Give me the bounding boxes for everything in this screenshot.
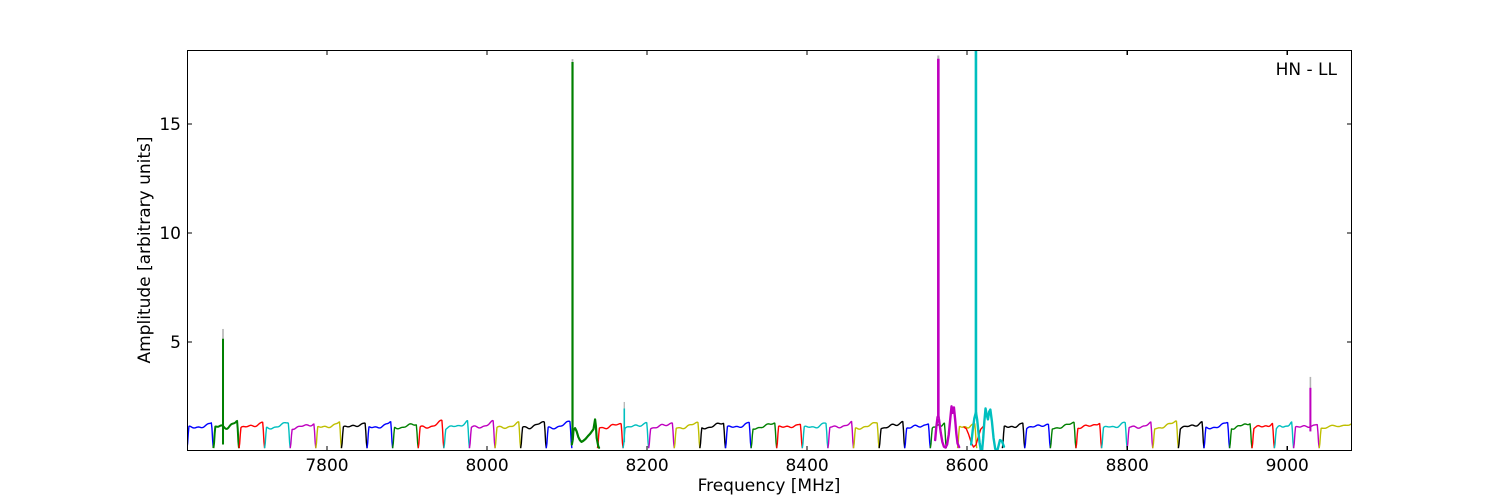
- x-tick-label: 8600: [945, 456, 988, 476]
- y-tick-label: 5: [170, 333, 181, 353]
- x-tick-label: 8200: [625, 456, 668, 476]
- subband-curve: [1049, 421, 1077, 449]
- subband-curve: [391, 423, 419, 449]
- subband-curve: [1001, 422, 1026, 449]
- subband-curve-noisy: [570, 418, 601, 449]
- subband-curve: [801, 422, 829, 449]
- subband-curve: [1273, 421, 1295, 449]
- subband-curve: [929, 422, 948, 449]
- x-tick-label: 7800: [305, 456, 348, 476]
- subband-curve: [827, 420, 855, 449]
- subband-curve: [750, 422, 778, 449]
- subband-curve: [1177, 421, 1205, 449]
- plot-border: [186, 49, 1353, 452]
- subband-curve: [699, 422, 727, 449]
- subband-curve: [187, 422, 214, 449]
- subband-curve: [647, 422, 675, 449]
- subband-curve-noisy: [969, 407, 1006, 451]
- subband-curve: [417, 419, 445, 449]
- subband-curve: [1075, 422, 1103, 449]
- x-tick-label: 8000: [465, 456, 508, 476]
- y-tick-label: 10: [159, 224, 181, 244]
- subband-curve: [904, 423, 932, 449]
- subband-curve: [340, 422, 368, 449]
- subband-curve: [315, 421, 343, 449]
- subband-curve: [494, 421, 522, 449]
- subband-curve: [1024, 423, 1052, 449]
- subband-curve: [673, 421, 701, 449]
- x-tick-label: 9000: [1266, 456, 1309, 476]
- subband-curve: [1251, 422, 1276, 449]
- axis-ticks: [187, 50, 1352, 451]
- subband-curve: [596, 422, 624, 449]
- subband-curve: [1203, 421, 1231, 449]
- x-tick-label: 8800: [1106, 456, 1149, 476]
- subband-curve-noisy: [963, 425, 984, 448]
- subband-curve: [263, 421, 291, 449]
- subband-curve: [776, 423, 804, 449]
- x-tick-label: 8400: [785, 456, 828, 476]
- subband-curve: [212, 419, 241, 449]
- subband-curve: [1292, 423, 1320, 449]
- subband-curve: [238, 421, 266, 449]
- subband-curve: [545, 420, 573, 449]
- subband-curve: [1126, 421, 1154, 449]
- subband-curve: [878, 420, 906, 449]
- corner-label: HN - LL: [1276, 60, 1338, 80]
- subband-curves: [187, 50, 1352, 451]
- subband-curve: [724, 421, 752, 449]
- subband-curve: [289, 423, 317, 449]
- subband-curve: [519, 420, 547, 449]
- subband-curve: [1152, 420, 1180, 449]
- subband-curve: [1318, 422, 1352, 449]
- subband-curve: [622, 421, 650, 449]
- subband-curve: [443, 420, 471, 449]
- subband-curve: [366, 421, 394, 449]
- subband-curve: [468, 419, 496, 449]
- x-axis-label: Frequency [MHz]: [698, 476, 841, 496]
- y-tick-label: 15: [159, 115, 181, 135]
- subband-curve: [1228, 423, 1253, 449]
- axis-tick-labels: 7800 8000 8200 8400 8600 8800 9000 5 10 15: [159, 115, 1308, 476]
- subband-curve: [852, 421, 880, 449]
- y-axis-label: Amplitude [arbitrary units]: [135, 136, 155, 363]
- subband-curve: [1100, 421, 1128, 449]
